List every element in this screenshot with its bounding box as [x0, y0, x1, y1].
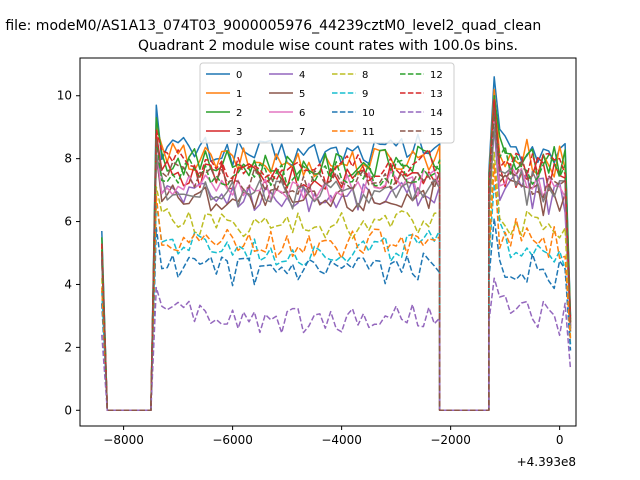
series-line-11	[101, 164, 572, 412]
legend-label-0: 0	[236, 70, 242, 81]
axes-frame	[79, 57, 577, 427]
legend-label-15: 15	[430, 127, 443, 138]
legend-label-1: 1	[236, 89, 242, 100]
chart-title: Quadrant 2 module wise count rates with …	[138, 38, 518, 54]
legend-label-12: 12	[430, 70, 443, 81]
series-line-13	[101, 98, 572, 412]
legend-label-14: 14	[430, 108, 443, 119]
x-tick-label: −6000	[212, 433, 253, 447]
x-tick-label: −4000	[321, 433, 362, 447]
x-axis: −8000 −6000 −4000 −2000 0	[103, 426, 563, 447]
series-line-3	[101, 101, 572, 412]
figure-suptitle: n file: modeM0/AS1A13_074T03_9000005976_…	[0, 18, 541, 34]
legend-label-2: 2	[236, 108, 242, 119]
series-line-12	[101, 113, 572, 412]
y-tick-label: 4	[64, 277, 72, 291]
legend-label-5: 5	[299, 89, 305, 100]
y-axis: 0 2 4 6 8 10	[57, 89, 80, 417]
legend-label-3: 3	[236, 127, 242, 138]
legend-label-6: 6	[299, 108, 305, 119]
series-line-15	[101, 107, 572, 412]
series-line-14	[101, 277, 572, 412]
legend-label-13: 13	[430, 89, 443, 100]
series-line-9	[101, 183, 572, 412]
y-tick-label: 8	[64, 152, 72, 166]
y-tick-label: 10	[57, 89, 72, 103]
legend-label-10: 10	[362, 108, 375, 119]
y-tick-label: 0	[64, 403, 72, 417]
legend-label-9: 9	[362, 89, 368, 100]
series-line-6	[101, 117, 572, 412]
y-tick-label: 6	[64, 215, 72, 229]
x-tick-label: −2000	[430, 433, 471, 447]
y-tick-label: 2	[64, 340, 72, 354]
legend-label-4: 4	[299, 70, 305, 81]
series-line-1	[101, 88, 572, 412]
series-line-5	[101, 120, 572, 412]
legend-label-11: 11	[362, 127, 375, 138]
series-line-10	[101, 217, 572, 412]
legend-frame	[199, 62, 455, 144]
legend-label-7: 7	[299, 127, 305, 138]
legend-label-8: 8	[362, 70, 368, 81]
x-tick-label: −8000	[103, 433, 144, 447]
series-line-8	[101, 151, 572, 412]
x-tick-label: 0	[556, 433, 564, 447]
series-line-7	[101, 126, 572, 412]
series-layer	[101, 76, 572, 412]
series-line-2	[101, 94, 572, 412]
x-offset-label: +4.393e8	[517, 455, 576, 469]
